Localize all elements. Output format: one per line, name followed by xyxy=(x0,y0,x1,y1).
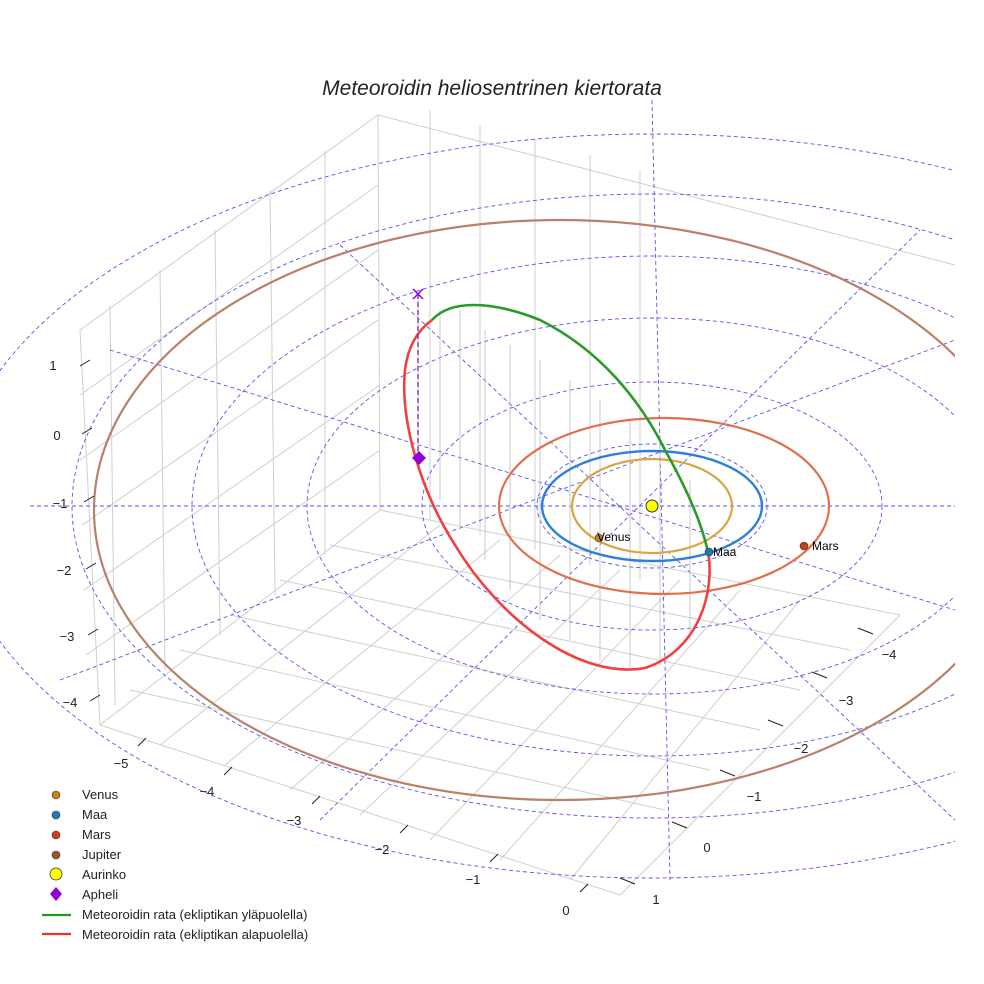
mars-label: Mars xyxy=(812,539,839,553)
z-tick: 1 xyxy=(49,358,56,373)
x-tick: −2 xyxy=(375,842,390,857)
chart-title: Meteoroidin heliosentrinen kiertorata xyxy=(322,77,662,100)
x-tick: 0 xyxy=(562,903,569,918)
venus-orbit xyxy=(570,457,734,555)
sun-marker xyxy=(645,499,659,513)
legend-jupiter-icon xyxy=(51,850,61,860)
z-tick: −3 xyxy=(60,629,75,644)
meteoroid-orbit-below xyxy=(403,318,711,671)
legend-venus-icon xyxy=(51,790,61,800)
venus-label: Venus xyxy=(597,530,630,544)
x-tick: −5 xyxy=(114,756,129,771)
mars-orbit xyxy=(497,416,831,596)
legend-label: Apheli xyxy=(82,887,118,902)
y-tick: 1 xyxy=(652,892,659,907)
meteoroid-orbit-above xyxy=(431,303,710,553)
legend-label: Venus xyxy=(82,787,119,802)
z-tick: −2 xyxy=(57,563,72,578)
aphelion-marker xyxy=(412,451,426,465)
x-tick: −3 xyxy=(287,813,302,828)
x-axis-ticks: −5 −4 −3 −2 −1 0 xyxy=(114,756,570,918)
legend-label: Meteoroidin rata (ekliptikan alapuolella… xyxy=(82,927,308,942)
earth-marker xyxy=(704,547,714,557)
y-tick: −2 xyxy=(794,741,809,756)
z-tick: 0 xyxy=(53,428,60,443)
tick-marks xyxy=(79,359,874,893)
legend-maa-icon xyxy=(51,810,61,820)
drop-lines xyxy=(417,300,691,668)
legend-label: Aurinko xyxy=(82,867,126,882)
x-tick: −4 xyxy=(200,784,215,799)
polar-grid xyxy=(0,99,955,881)
earth-label: Maa xyxy=(713,545,737,559)
legend-sun-icon xyxy=(49,867,63,881)
y-tick: −3 xyxy=(839,693,854,708)
earth-orbit xyxy=(540,449,764,563)
y-axis-ticks: 1 0 −1 −2 −3 −4 xyxy=(652,647,896,907)
legend-aphelion-icon xyxy=(50,887,62,901)
legend-mars-icon xyxy=(51,830,61,840)
y-tick: −4 xyxy=(882,647,897,662)
aphelion-x-marker xyxy=(412,288,424,300)
y-tick: −1 xyxy=(747,789,762,804)
legend: Venus Maa Mars Jupiter Aurinko Apheli Me… xyxy=(42,787,308,942)
x-tick: −1 xyxy=(466,872,481,887)
legend-label: Jupiter xyxy=(82,847,122,862)
mars-marker xyxy=(799,541,809,551)
z-axis-ticks: 1 0 −1 −2 −3 −4 xyxy=(49,358,77,710)
legend-label: Mars xyxy=(82,827,111,842)
legend-label: Maa xyxy=(82,807,108,822)
venus-marker xyxy=(594,533,604,543)
y-tick: 0 xyxy=(703,840,710,855)
legend-label: Meteoroidin rata (ekliptikan yläpuolella… xyxy=(82,907,307,922)
jupiter-orbit xyxy=(93,218,955,802)
z-tick: −1 xyxy=(53,496,68,511)
axes-grid xyxy=(79,110,956,896)
z-tick: −4 xyxy=(63,695,78,710)
